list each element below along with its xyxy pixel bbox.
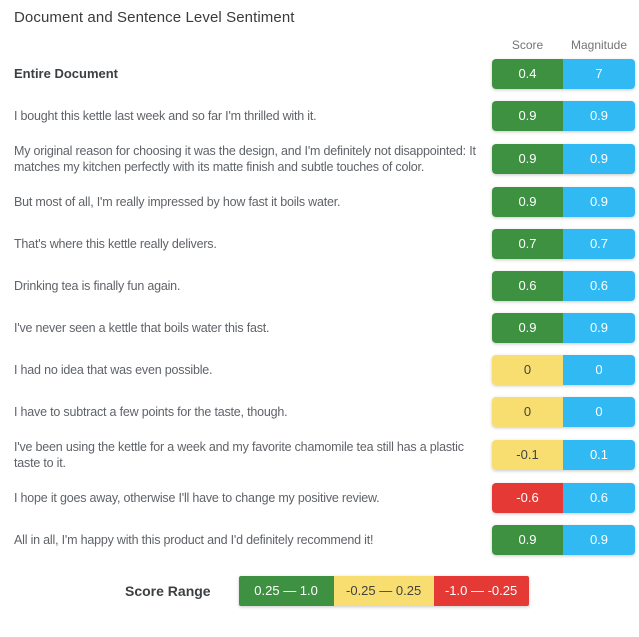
score-badge: 0.9 [492, 101, 563, 131]
magnitude-badge: 0.9 [563, 101, 635, 131]
legend-boxes: 0.25 — 1.0 -0.25 — 0.25 -1.0 — -0.25 [238, 576, 529, 606]
score-badge: 0.9 [492, 313, 563, 343]
badge-group: -0.6 0.6 [492, 483, 635, 513]
badge-group: 0.4 7 [492, 59, 635, 89]
column-header-magnitude: Magnitude [570, 38, 628, 52]
score-badge: 0.4 [492, 59, 563, 89]
sentiment-rows: Entire Document 0.4 7 I bought this kett… [0, 59, 639, 555]
sentence-row: But most of all, I'm really impressed by… [0, 187, 639, 217]
magnitude-badge: 0.6 [563, 271, 635, 301]
sentence-row: My original reason for choosing it was t… [0, 143, 639, 175]
sentence-text: But most of all, I'm really impressed by… [14, 195, 341, 209]
sentence-row: I had no idea that was even possible. 0 … [0, 355, 639, 385]
magnitude-badge: 0.7 [563, 229, 635, 259]
magnitude-badge: 0 [563, 397, 635, 427]
row-label: Entire Document [14, 66, 119, 81]
legend-label: Score Range [125, 583, 211, 599]
badge-group: 0.9 0.9 [492, 144, 635, 174]
magnitude-badge: 0.1 [563, 440, 635, 470]
row-entire-document: Entire Document 0.4 7 [0, 59, 639, 89]
score-badge: 0.9 [492, 144, 563, 174]
badge-group: 0.9 0.9 [492, 101, 635, 131]
score-badge: 0 [492, 355, 563, 385]
badge-group: -0.1 0.1 [492, 440, 635, 470]
magnitude-badge: 0.9 [563, 313, 635, 343]
sentence-row: Drinking tea is finally fun again. 0.6 0… [0, 271, 639, 301]
sentence-row: I have to subtract a few points for the … [0, 397, 639, 427]
badge-group: 0 0 [492, 355, 635, 385]
magnitude-badge: 0.9 [563, 187, 635, 217]
magnitude-badge: 0.9 [563, 144, 635, 174]
sentence-text: That's where this kettle really delivers… [14, 237, 217, 251]
sentence-text: I've been using the kettle for a week an… [14, 440, 464, 470]
badge-group: 0.6 0.6 [492, 271, 635, 301]
sentence-text: I hope it goes away, otherwise I'll have… [14, 491, 380, 505]
score-badge: 0.9 [492, 525, 563, 555]
sentence-row: That's where this kettle really delivers… [0, 229, 639, 259]
sentence-text: I have to subtract a few points for the … [14, 405, 288, 419]
score-range-legend: Score Range 0.25 — 1.0 -0.25 — 0.25 -1.0… [125, 576, 639, 606]
badge-group: 0 0 [492, 397, 635, 427]
badge-group: 0.7 0.7 [492, 229, 635, 259]
legend-range-neutral: -0.25 — 0.25 [333, 576, 434, 606]
sentence-row: I've never seen a kettle that boils wate… [0, 313, 639, 343]
sentence-text: I had no idea that was even possible. [14, 363, 213, 377]
legend-range-negative: -1.0 — -0.25 [433, 576, 529, 606]
score-badge: 0.7 [492, 229, 563, 259]
magnitude-badge: 0.6 [563, 483, 635, 513]
badge-group: 0.9 0.9 [492, 187, 635, 217]
score-badge: 0 [492, 397, 563, 427]
badge-group: 0.9 0.9 [492, 313, 635, 343]
page-title: Document and Sentence Level Sentiment [14, 9, 295, 26]
score-badge: 0.9 [492, 187, 563, 217]
sentence-row: All in all, I'm happy with this product … [0, 525, 639, 555]
magnitude-badge: 0.9 [563, 525, 635, 555]
score-badge: 0.6 [492, 271, 563, 301]
sentence-text: I bought this kettle last week and so fa… [14, 109, 317, 123]
magnitude-badge: 0 [563, 355, 635, 385]
sentence-text: I've never seen a kettle that boils wate… [14, 321, 270, 335]
sentence-row: I've been using the kettle for a week an… [0, 439, 639, 471]
badge-group: 0.9 0.9 [492, 525, 635, 555]
magnitude-badge: 7 [563, 59, 635, 89]
sentence-text: My original reason for choosing it was t… [14, 144, 476, 174]
score-badge: -0.6 [492, 483, 563, 513]
legend-range-positive: 0.25 — 1.0 [238, 576, 334, 606]
sentence-row: I bought this kettle last week and so fa… [0, 101, 639, 131]
sentence-text: Drinking tea is finally fun again. [14, 279, 181, 293]
sentence-text: All in all, I'm happy with this product … [14, 533, 374, 547]
column-headers: Score Magnitude [0, 38, 639, 52]
column-header-score: Score [511, 38, 544, 52]
sentence-row: I hope it goes away, otherwise I'll have… [0, 483, 639, 513]
score-badge: -0.1 [492, 440, 563, 470]
